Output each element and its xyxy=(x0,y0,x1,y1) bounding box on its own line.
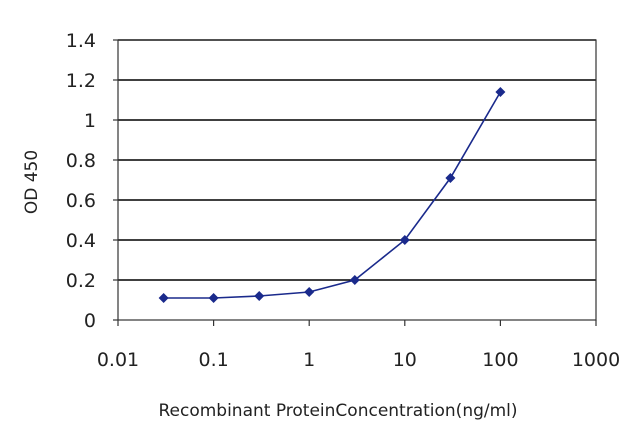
y-axis-title: OD 450 xyxy=(22,150,42,214)
x-tick-label: 0.1 xyxy=(198,349,228,371)
data-point-marker xyxy=(304,287,315,297)
axis-layer xyxy=(113,39,597,326)
grid-layer xyxy=(118,39,596,281)
y-tick-label: 0.4 xyxy=(66,230,96,252)
y-tick-label: 1 xyxy=(84,110,96,132)
data-point-marker xyxy=(208,293,219,303)
x-tick-label: 100 xyxy=(482,349,518,371)
y-tick-label: 0 xyxy=(84,310,96,332)
series-line xyxy=(163,91,502,299)
series-layer xyxy=(158,87,506,303)
y-tick-label: 1.2 xyxy=(66,70,96,92)
data-point-marker xyxy=(445,173,456,183)
label-layer: 0 0.2 0.4 0.6 0.8 1 1.2 1.4 0.01 0.1 1 10 100 1000 xyxy=(66,30,620,371)
y-tick-label: 0.6 xyxy=(66,190,96,212)
data-point-marker xyxy=(158,293,169,303)
y-tick-label: 1.4 xyxy=(66,30,96,52)
x-tick-label: 10 xyxy=(393,349,417,371)
x-tick-label: 1 xyxy=(303,349,315,371)
data-point-marker xyxy=(349,275,360,285)
y-tick-label: 0.8 xyxy=(66,150,96,172)
data-point-marker xyxy=(399,235,410,245)
x-tick-label: 0.01 xyxy=(97,349,139,371)
data-point-marker xyxy=(254,291,265,301)
x-tick-label: 1000 xyxy=(572,349,620,371)
plot-border xyxy=(117,39,597,321)
y-tick-label: 0.2 xyxy=(66,270,96,292)
data-point-marker xyxy=(495,87,506,97)
x-axis-title: Recombinant ProteinConcentration(ng/ml) xyxy=(158,401,517,421)
